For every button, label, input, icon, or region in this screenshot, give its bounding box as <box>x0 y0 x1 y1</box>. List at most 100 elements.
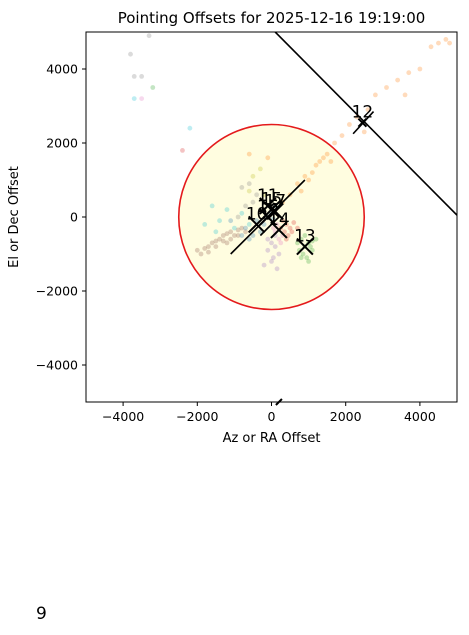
scatter-point-0-12 <box>347 122 352 127</box>
scatter-point-6-8 <box>243 203 248 209</box>
axes: −4000 −2000 0 2000 4000 −4000 −2000 0 2000 4000 <box>36 62 436 425</box>
scatter-point-2-5 <box>300 251 306 257</box>
scatter-point-4-5 <box>269 259 274 264</box>
scatter-point-0-5 <box>406 70 412 76</box>
y-axis-label: El or Dec Offset <box>7 166 22 268</box>
scatter-point-0-21 <box>302 173 308 179</box>
cross-label-13: 13 <box>294 227 316 247</box>
scatter-point-4-0 <box>269 240 274 246</box>
scatter-point-1-0 <box>194 247 200 253</box>
scatter-point-1-4 <box>209 240 215 246</box>
scatter-point-0-19 <box>309 170 315 176</box>
reference-line <box>274 32 457 216</box>
cross-marker-16 <box>259 208 277 226</box>
cross-marker-12 <box>357 117 368 128</box>
scatter-point-7-2 <box>202 222 208 227</box>
scatter-point-7-1 <box>187 125 193 131</box>
cross-label-10: 10 <box>246 204 268 224</box>
scatter-point-0-7 <box>384 85 389 90</box>
scatter-point-3-8 <box>295 225 300 231</box>
cross-label-14: 14 <box>268 210 290 230</box>
scatter-point-1-16 <box>228 236 234 242</box>
scatter-point-0-9 <box>402 92 408 98</box>
scatter-point-1-13 <box>206 249 211 255</box>
scatter-point-0-2 <box>447 40 452 46</box>
scatter-point-0-22 <box>295 181 300 187</box>
scatter-point-1-2 <box>202 246 208 251</box>
scatter-point-3-10 <box>180 148 185 153</box>
scatter-point-4-6 <box>274 266 280 272</box>
y-tick-label-2: 0 <box>70 210 78 225</box>
scatter-point-6-7 <box>254 192 260 198</box>
cross-marker-10 <box>247 215 266 234</box>
scatter-point-6-5 <box>246 181 252 187</box>
scatter-point-7-5 <box>224 207 230 213</box>
scatter-point-6-4 <box>239 185 245 190</box>
scatter-point-8-11 <box>228 218 234 224</box>
scatter-point-7-3 <box>209 203 215 209</box>
scatter-point-3-9 <box>283 236 289 242</box>
scatter-point-9-0 <box>250 173 256 179</box>
scatter-point-4-8 <box>265 236 271 242</box>
scatter-point-8-6 <box>239 233 245 238</box>
scatter-point-7-4 <box>217 218 222 224</box>
scatter-point-0-10 <box>365 107 371 113</box>
scatter-point-0-27 <box>306 177 311 183</box>
scatter-point-8-1 <box>250 233 256 238</box>
scatter-point-0-16 <box>324 151 330 157</box>
x-tick-label-0: −4000 <box>102 409 144 424</box>
clipped-marker-0 <box>275 398 283 406</box>
x-tick-label-1: −2000 <box>176 409 218 424</box>
scatter-point-1-3 <box>206 244 211 250</box>
scatter-point-0-1 <box>443 37 449 42</box>
scatter-point-1-14 <box>213 244 219 250</box>
scatter-point-0-20 <box>313 162 319 168</box>
scatter-point-1-11 <box>235 227 241 233</box>
scatter-point-3-0 <box>280 218 286 224</box>
cross-label-15: 15 <box>261 190 283 210</box>
scatter-point-3-2 <box>287 225 293 231</box>
scatter-point-0-13 <box>361 129 367 135</box>
scatter-point-1-15 <box>220 238 226 244</box>
scatter-point-1-18 <box>243 229 248 235</box>
scatter-point-4-9 <box>270 255 276 261</box>
scatter-point-9-3 <box>261 192 267 198</box>
scatter-point-2-7 <box>308 244 313 250</box>
scatter-point-1-6 <box>217 236 222 242</box>
cross-label-12: 12 <box>352 103 374 123</box>
footer-number: 9 <box>36 604 47 624</box>
x-axis-label: Az or RA Offset <box>223 431 321 446</box>
scatter-point-0-23 <box>298 188 304 194</box>
scatter-point-7-0 <box>131 96 137 101</box>
scatter-point-0-4 <box>417 66 423 72</box>
scatter-point-6-10 <box>235 214 241 220</box>
y-tick-label-0: −4000 <box>36 358 78 373</box>
scatter-point-0-29 <box>265 155 271 161</box>
x-tick-label-4: 4000 <box>404 409 436 424</box>
scatter-point-1-7 <box>220 233 226 238</box>
scatter-point-1-9 <box>228 229 234 235</box>
scatter-point-9-2 <box>246 188 252 194</box>
scatter-point-5-4 <box>278 240 284 246</box>
scatter-point-1-5 <box>213 238 219 244</box>
scatter-point-5-1 <box>276 236 282 242</box>
scatter-point-9-1 <box>257 166 263 172</box>
scatter-point-7-7 <box>239 210 245 216</box>
scatter-point-8-4 <box>246 236 252 242</box>
scatter-point-4-2 <box>265 247 271 253</box>
scatter-point-4-1 <box>272 244 278 250</box>
cross-label-16: 16 <box>257 197 279 217</box>
y-tick-label-4: 4000 <box>46 62 78 77</box>
scatter-point-1-12 <box>239 225 245 231</box>
scatter-point-1-19 <box>224 240 230 246</box>
scatter-point-0-28 <box>246 151 252 157</box>
scatter-point-0-0 <box>436 40 441 46</box>
scatter-point-1-10 <box>232 233 237 238</box>
scatter-point-6-1 <box>131 74 137 79</box>
scatter-point-1-1 <box>198 251 204 257</box>
cross-marker-14 <box>270 221 288 239</box>
scatter-point-2-9 <box>313 236 319 242</box>
scatter-point-6-3 <box>146 33 152 39</box>
